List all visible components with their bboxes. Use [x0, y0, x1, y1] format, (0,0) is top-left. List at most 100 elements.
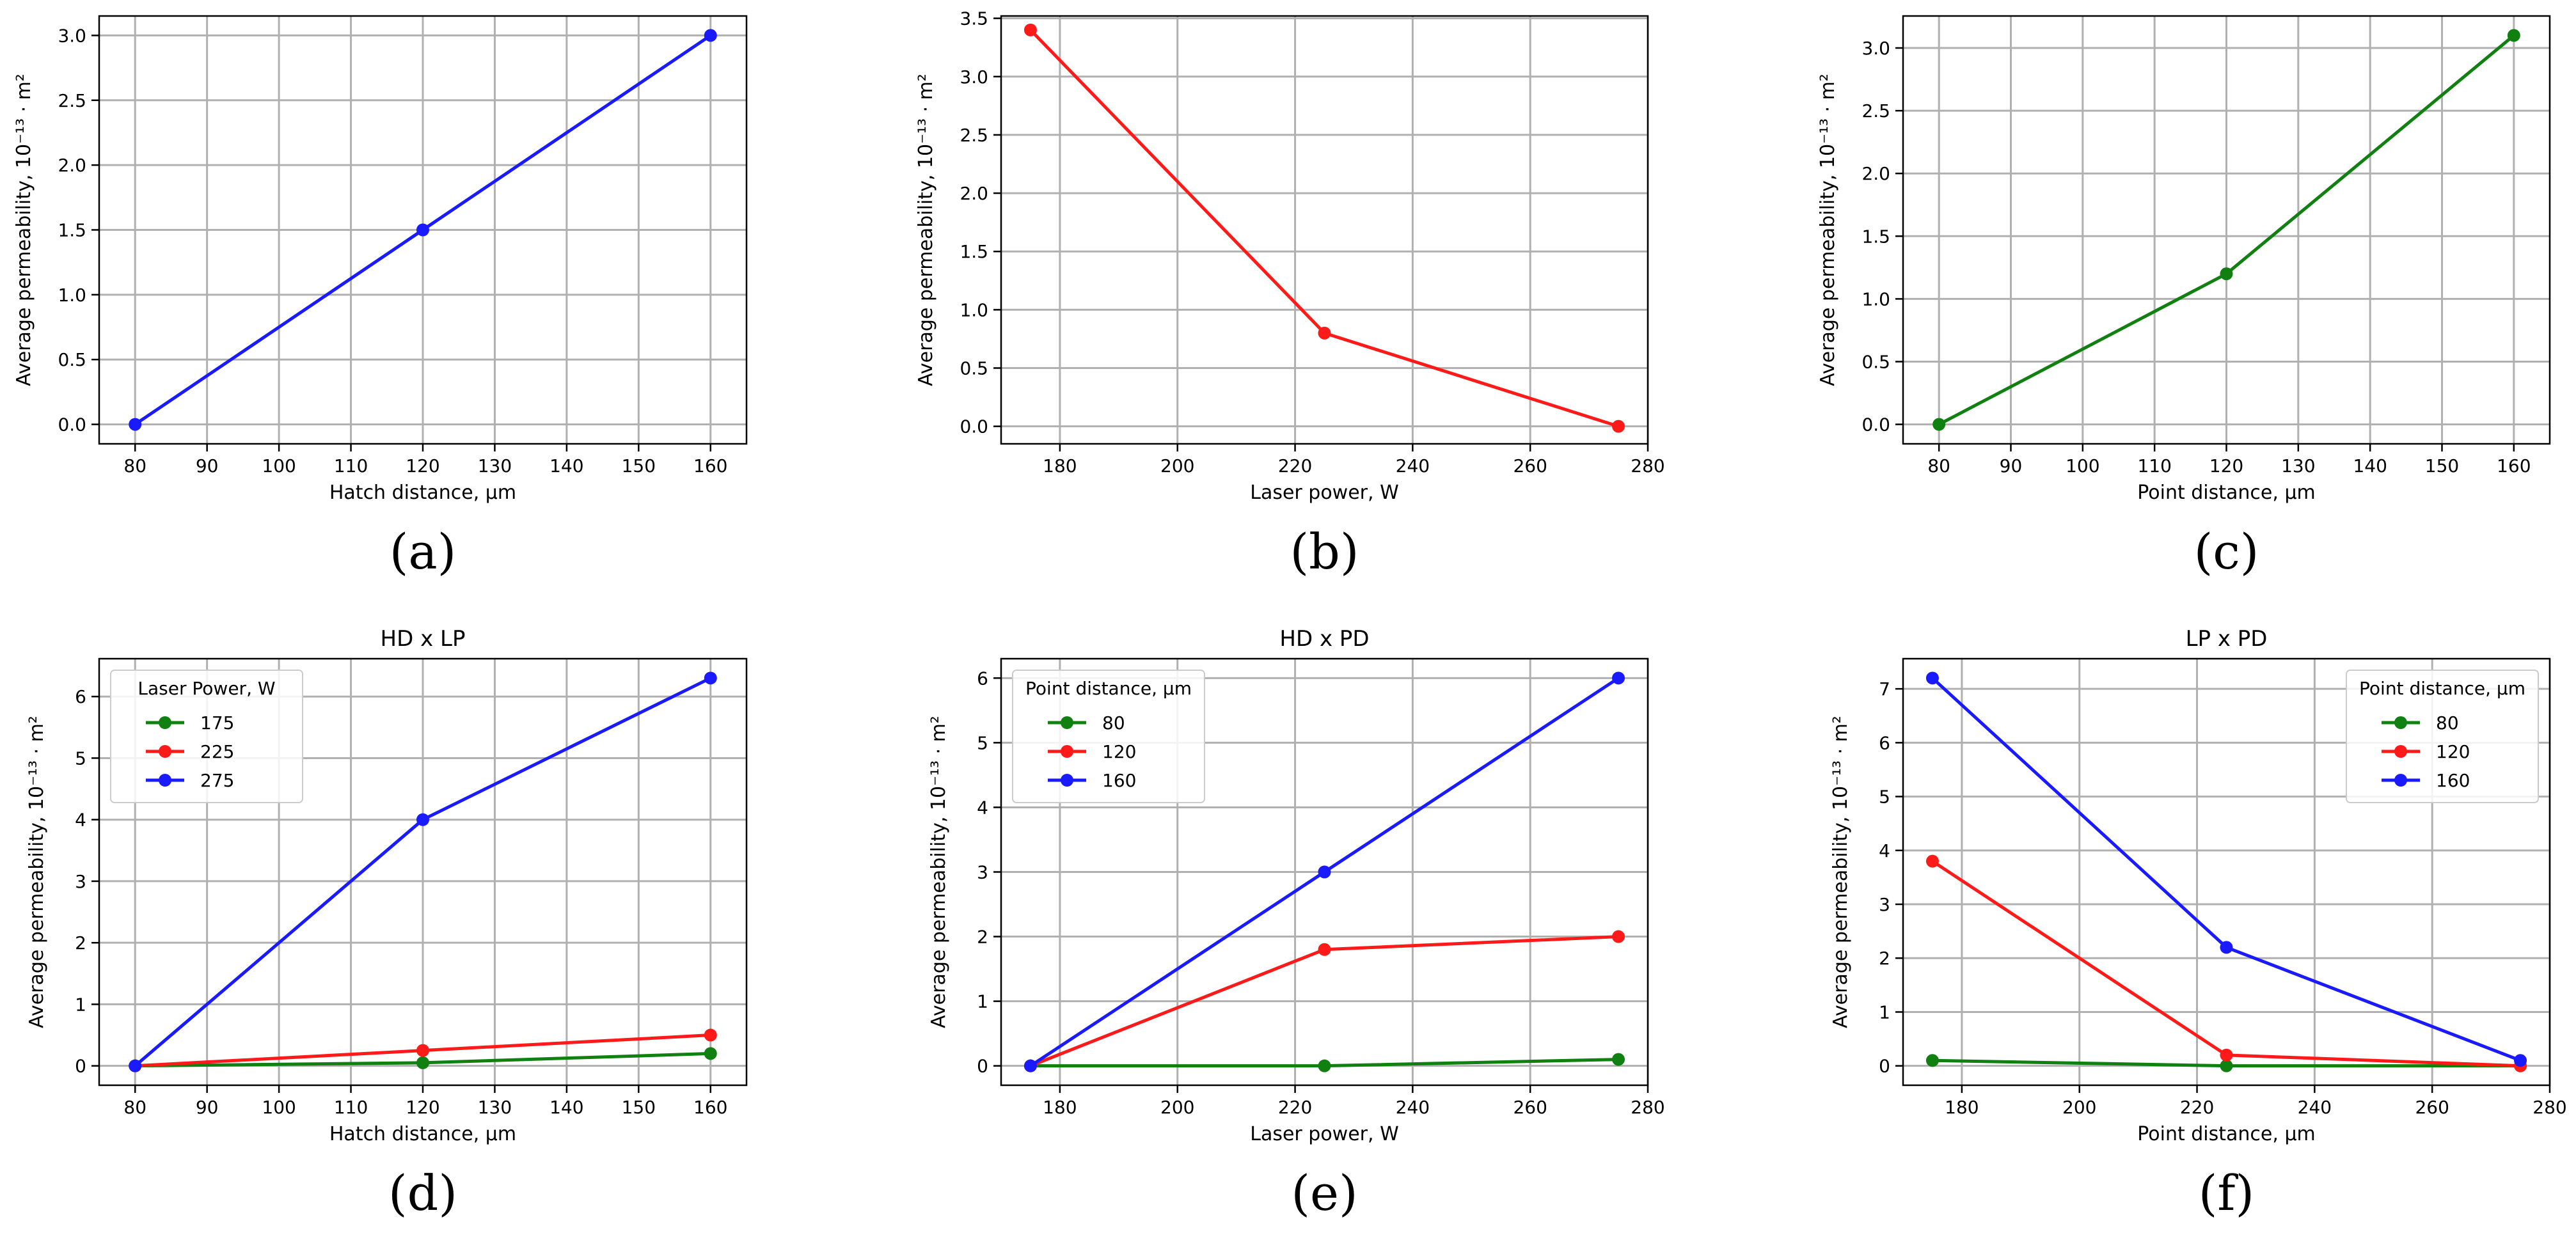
- y-tick-label: 0.5: [960, 358, 988, 379]
- legend-marker: [1061, 745, 1073, 758]
- y-tick-label: 1: [75, 994, 86, 1015]
- y-tick-label: 1.5: [1861, 226, 1890, 247]
- y-tick-label: 6: [977, 668, 988, 689]
- series-160: [1925, 671, 2527, 1067]
- y-tick-label: 0: [75, 1056, 86, 1077]
- x-tick-label: 100: [262, 1097, 296, 1118]
- data-point: [1612, 420, 1625, 433]
- data-point: [1925, 854, 1939, 868]
- legend-label: 80: [1102, 712, 1125, 734]
- data-point: [129, 1059, 142, 1072]
- legend-label: 225: [200, 741, 234, 762]
- legend-label: 120: [2436, 741, 2470, 762]
- legend: Laser Power, W 175 225 275: [110, 670, 303, 803]
- x-tick-label: 80: [1927, 455, 1950, 476]
- series-main: [1932, 29, 2520, 431]
- legend: Point distance, μm 80 120 160: [1012, 670, 1205, 803]
- x-tick-label: 110: [334, 1097, 368, 1118]
- legend-label: 80: [2436, 712, 2459, 734]
- x-tick-label: 150: [2425, 455, 2459, 476]
- legend-entry: 160: [2382, 770, 2470, 791]
- data-point: [416, 223, 429, 237]
- data-point: [416, 813, 429, 826]
- x-tick-label: 160: [2497, 455, 2531, 476]
- x-axis-label: Hatch distance, μm: [329, 1123, 516, 1145]
- y-tick-label: 0.0: [960, 416, 988, 437]
- legend-title: Point distance, μm: [1025, 678, 1192, 699]
- y-tick-label: 5: [977, 732, 988, 753]
- y-tick-label: 3: [977, 862, 988, 883]
- y-tick-label: 4: [977, 797, 988, 818]
- x-tick-label: 180: [1945, 1097, 1979, 1118]
- y-tick-label: 5: [1879, 787, 1890, 808]
- legend-box: [1012, 670, 1205, 803]
- y-axis-label: Average permeability, 10⁻¹³ · m²: [915, 74, 937, 386]
- x-tick-label: 120: [2209, 455, 2243, 476]
- x-tick-label: 140: [549, 1097, 583, 1118]
- x-tick-label: 120: [406, 455, 439, 476]
- x-tick-label: 240: [2298, 1097, 2332, 1118]
- y-tick-label: 4: [75, 810, 86, 831]
- x-tick-label: 130: [478, 1097, 512, 1118]
- y-axis-label: Average permeability, 10⁻¹³ · m²: [1829, 716, 1852, 1028]
- x-tick-label: 160: [693, 455, 727, 476]
- legend-label: 120: [1102, 741, 1136, 762]
- y-tick-label: 1: [1879, 1001, 1890, 1023]
- y-tick-label: 3: [1879, 894, 1890, 915]
- y-tick-label: 6: [1879, 732, 1890, 753]
- chart-c: 80 90 100 110 120 130 140 150 160 0.0 0.5 1.0 1.5 2.0…: [1817, 15, 2551, 580]
- series-120: [1023, 930, 1625, 1072]
- chart-title: HD x PD: [1279, 626, 1369, 652]
- y-tick-label: 1.5: [960, 241, 988, 262]
- y-axis-label: Average permeability, 10⁻¹³ · m²: [26, 716, 48, 1028]
- y-tick-label: 3.0: [1861, 38, 1890, 59]
- x-tick-label: 200: [1160, 455, 1194, 476]
- legend-label: 175: [200, 712, 234, 734]
- legend-entry: 120: [1048, 741, 1136, 762]
- x-tick-label: 110: [334, 455, 368, 476]
- x-tick-label: 100: [2066, 455, 2099, 476]
- y-tick-label: 0.0: [58, 414, 86, 436]
- legend-marker: [1061, 774, 1073, 787]
- data-point: [1612, 671, 1625, 685]
- data-point: [704, 1028, 717, 1042]
- x-tick-label: 90: [196, 1097, 219, 1118]
- data-point: [416, 1044, 429, 1057]
- data-point: [1925, 1054, 1939, 1067]
- x-tick-label: 80: [123, 455, 146, 476]
- data-point: [1318, 865, 1331, 879]
- y-tick-label: 0.0: [1861, 414, 1890, 436]
- panel-caption: (e): [1291, 1165, 1357, 1221]
- data-point: [2514, 1054, 2527, 1067]
- chart-title: LP x PD: [2186, 626, 2268, 652]
- x-tick-label: 200: [1160, 1097, 1194, 1118]
- axes-frame: [1000, 15, 1649, 445]
- legend-marker: [159, 716, 171, 729]
- y-tick-label: 1: [977, 991, 988, 1012]
- data-point: [1023, 1059, 1037, 1072]
- legend-label: 160: [1102, 770, 1136, 791]
- data-point: [2220, 1048, 2233, 1062]
- data-point: [2220, 941, 2233, 954]
- x-axis-label: Point distance, μm: [2137, 482, 2316, 504]
- legend-title: Laser Power, W: [138, 678, 275, 699]
- x-tick-label: 220: [2180, 1097, 2214, 1118]
- y-tick-label: 2: [977, 927, 988, 948]
- grid: [1001, 16, 1649, 444]
- panel-caption: (c): [2194, 523, 2259, 580]
- panel-caption: (d): [388, 1165, 457, 1221]
- y-axis-label: Average permeability, 10⁻¹³ · m²: [1817, 74, 1839, 386]
- y-tick-label: 1.0: [960, 299, 988, 320]
- series-80: [1023, 1053, 1625, 1072]
- x-tick-label: 100: [262, 455, 296, 476]
- chart-f: 180 200 220 240 260 280 0 1 2 3 4 5 6 7 Point distance…: [1829, 626, 2567, 1221]
- series-160: [1023, 671, 1625, 1072]
- y-tick-label: 7: [1879, 679, 1890, 700]
- x-tick-label: 110: [2137, 455, 2171, 476]
- legend-marker: [2394, 716, 2407, 729]
- y-tick-label: 6: [75, 686, 86, 707]
- x-tick-label: 90: [2000, 455, 2023, 476]
- chart-b: 180 200 220 240 260 280 0.0 0.5 1.0 1.5 2.0 2.5 3.0 3…: [915, 8, 1665, 580]
- y-tick-label: 2: [1879, 948, 1890, 969]
- axes-frame: [1902, 657, 2551, 1087]
